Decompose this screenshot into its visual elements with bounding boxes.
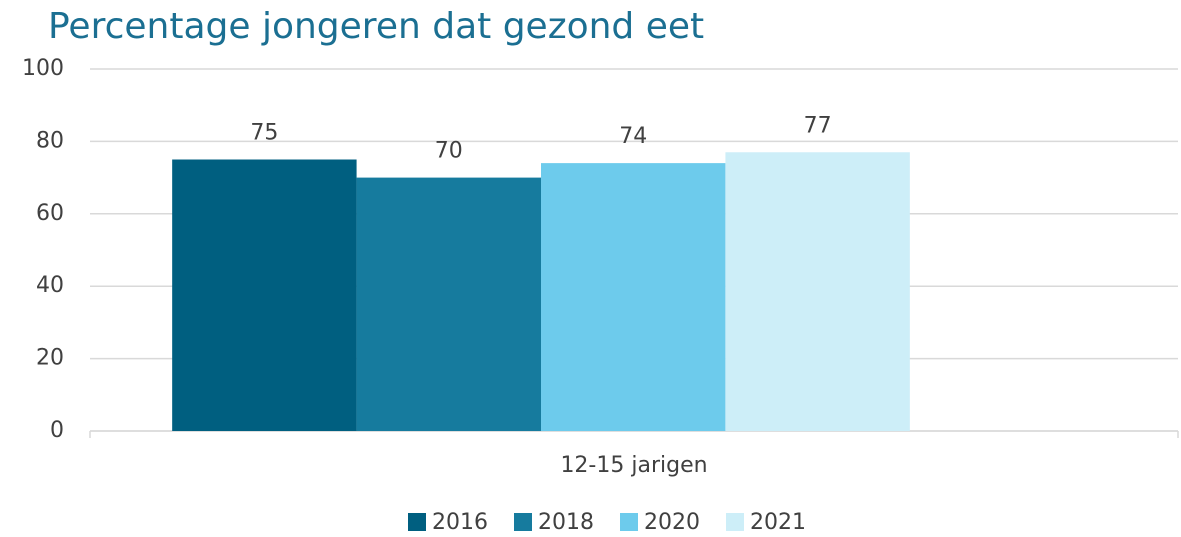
bar [541, 163, 726, 431]
y-tick-label: 60 [36, 201, 64, 226]
legend-label: 2020 [644, 510, 700, 535]
bar [356, 177, 541, 431]
legend-swatch [408, 513, 426, 531]
data-label: 74 [619, 124, 647, 149]
data-label: 70 [435, 139, 463, 164]
y-tick-label: 80 [36, 128, 64, 153]
legend-label: 2021 [750, 510, 806, 535]
data-label: 77 [804, 113, 832, 138]
y-tick-label: 100 [22, 56, 64, 81]
y-tick-label: 0 [50, 418, 64, 443]
legend-swatch [726, 513, 744, 531]
legend-swatch [620, 513, 638, 531]
legend-swatch [514, 513, 532, 531]
legend-label: 2018 [538, 510, 594, 535]
y-tick-label: 20 [36, 346, 64, 371]
x-tick-label: 12-15 jarigen [560, 453, 707, 478]
legend-label: 2016 [432, 510, 488, 535]
y-tick-label: 40 [36, 273, 64, 298]
bar [725, 152, 910, 431]
chart-title: Percentage jongeren dat gezond eet [48, 6, 704, 47]
data-label: 75 [250, 121, 278, 146]
bar [172, 159, 357, 431]
